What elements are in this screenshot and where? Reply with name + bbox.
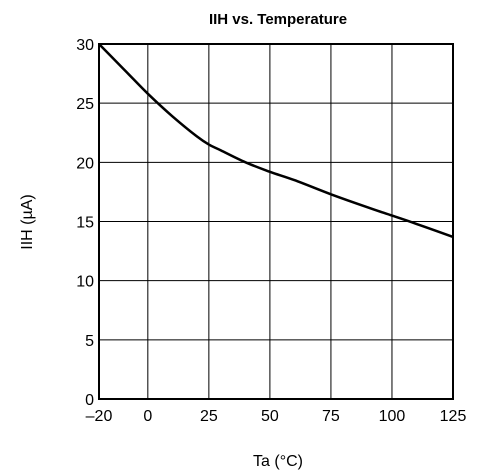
x-tick-label: 100	[379, 408, 406, 425]
curves	[98, 43, 454, 239]
y-tick-label: 5	[85, 333, 94, 350]
y-tick-labels: 0 5 10 15 20 25 30	[76, 37, 94, 409]
y-tick-label: 15	[76, 215, 94, 232]
x-tick-labels: –20 0 25 50 75 100 125	[86, 408, 467, 425]
series-line-0	[98, 43, 454, 239]
y-tick-label: 10	[76, 274, 94, 291]
y-tick-label: 20	[76, 155, 94, 172]
x-tick-label: 75	[322, 408, 340, 425]
x-tick-label: 50	[261, 408, 279, 425]
x-tick-label: 25	[200, 408, 218, 425]
y-tick-label: 30	[76, 37, 94, 54]
y-axis-label: IIH (µA)	[19, 194, 36, 249]
y-tick-label: 25	[76, 96, 94, 113]
x-tick-label: 0	[143, 408, 152, 425]
y-tick-label: 0	[85, 392, 94, 409]
x-tick-label: –20	[86, 408, 113, 425]
x-axis-label: Ta (°C)	[253, 453, 303, 470]
plot-frame	[98, 43, 454, 400]
chart-title: IIH vs. Temperature	[209, 11, 347, 28]
x-tick-label: 125	[440, 408, 467, 425]
